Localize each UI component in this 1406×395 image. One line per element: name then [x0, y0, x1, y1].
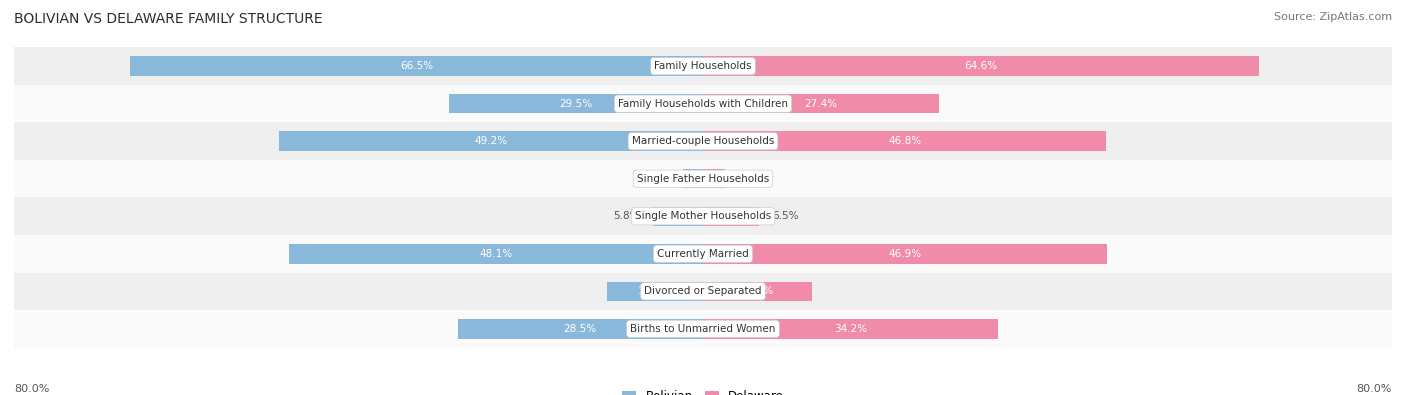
Bar: [703, 94, 939, 113]
Bar: [703, 132, 1107, 151]
Text: Single Mother Households: Single Mother Households: [636, 211, 770, 221]
Bar: [14, 235, 1392, 273]
Bar: [652, 207, 703, 226]
Text: BOLIVIAN VS DELAWARE FAMILY STRUCTURE: BOLIVIAN VS DELAWARE FAMILY STRUCTURE: [14, 12, 323, 26]
Bar: [606, 282, 703, 301]
Text: 34.2%: 34.2%: [834, 324, 868, 334]
Text: 80.0%: 80.0%: [14, 384, 49, 394]
Bar: [14, 198, 1392, 235]
Text: Source: ZipAtlas.com: Source: ZipAtlas.com: [1274, 12, 1392, 22]
Text: 48.1%: 48.1%: [479, 249, 512, 259]
Text: Single Father Households: Single Father Households: [637, 174, 769, 184]
Bar: [288, 244, 703, 263]
Bar: [703, 56, 1260, 76]
Text: 12.7%: 12.7%: [741, 286, 775, 296]
Text: 2.5%: 2.5%: [738, 174, 763, 184]
Text: 28.5%: 28.5%: [564, 324, 596, 334]
Bar: [14, 47, 1392, 85]
Text: 80.0%: 80.0%: [1357, 384, 1392, 394]
Bar: [14, 85, 1392, 122]
Bar: [14, 160, 1392, 198]
Text: Married-couple Households: Married-couple Households: [631, 136, 775, 146]
Bar: [703, 207, 759, 226]
Bar: [131, 56, 703, 76]
Bar: [14, 310, 1392, 348]
Bar: [280, 132, 703, 151]
Text: 29.5%: 29.5%: [560, 99, 592, 109]
Text: 11.2%: 11.2%: [638, 286, 671, 296]
Bar: [703, 169, 724, 188]
Text: Divorced or Separated: Divorced or Separated: [644, 286, 762, 296]
Text: 64.6%: 64.6%: [965, 61, 998, 71]
Bar: [703, 244, 1107, 263]
Text: Family Households with Children: Family Households with Children: [619, 99, 787, 109]
Text: 49.2%: 49.2%: [475, 136, 508, 146]
Legend: Bolivian, Delaware: Bolivian, Delaware: [617, 385, 789, 395]
Bar: [457, 319, 703, 339]
Bar: [703, 319, 997, 339]
Bar: [14, 273, 1392, 310]
Bar: [683, 169, 703, 188]
Bar: [449, 94, 703, 113]
Bar: [14, 122, 1392, 160]
Text: Births to Unmarried Women: Births to Unmarried Women: [630, 324, 776, 334]
Text: 46.9%: 46.9%: [889, 249, 921, 259]
Text: Family Households: Family Households: [654, 61, 752, 71]
Text: 5.8%: 5.8%: [613, 211, 640, 221]
Text: 46.8%: 46.8%: [889, 136, 921, 146]
Text: Currently Married: Currently Married: [657, 249, 749, 259]
Text: 6.5%: 6.5%: [772, 211, 799, 221]
Text: 2.3%: 2.3%: [644, 174, 671, 184]
Text: 66.5%: 66.5%: [401, 61, 433, 71]
Text: 27.4%: 27.4%: [804, 99, 838, 109]
Bar: [703, 282, 813, 301]
